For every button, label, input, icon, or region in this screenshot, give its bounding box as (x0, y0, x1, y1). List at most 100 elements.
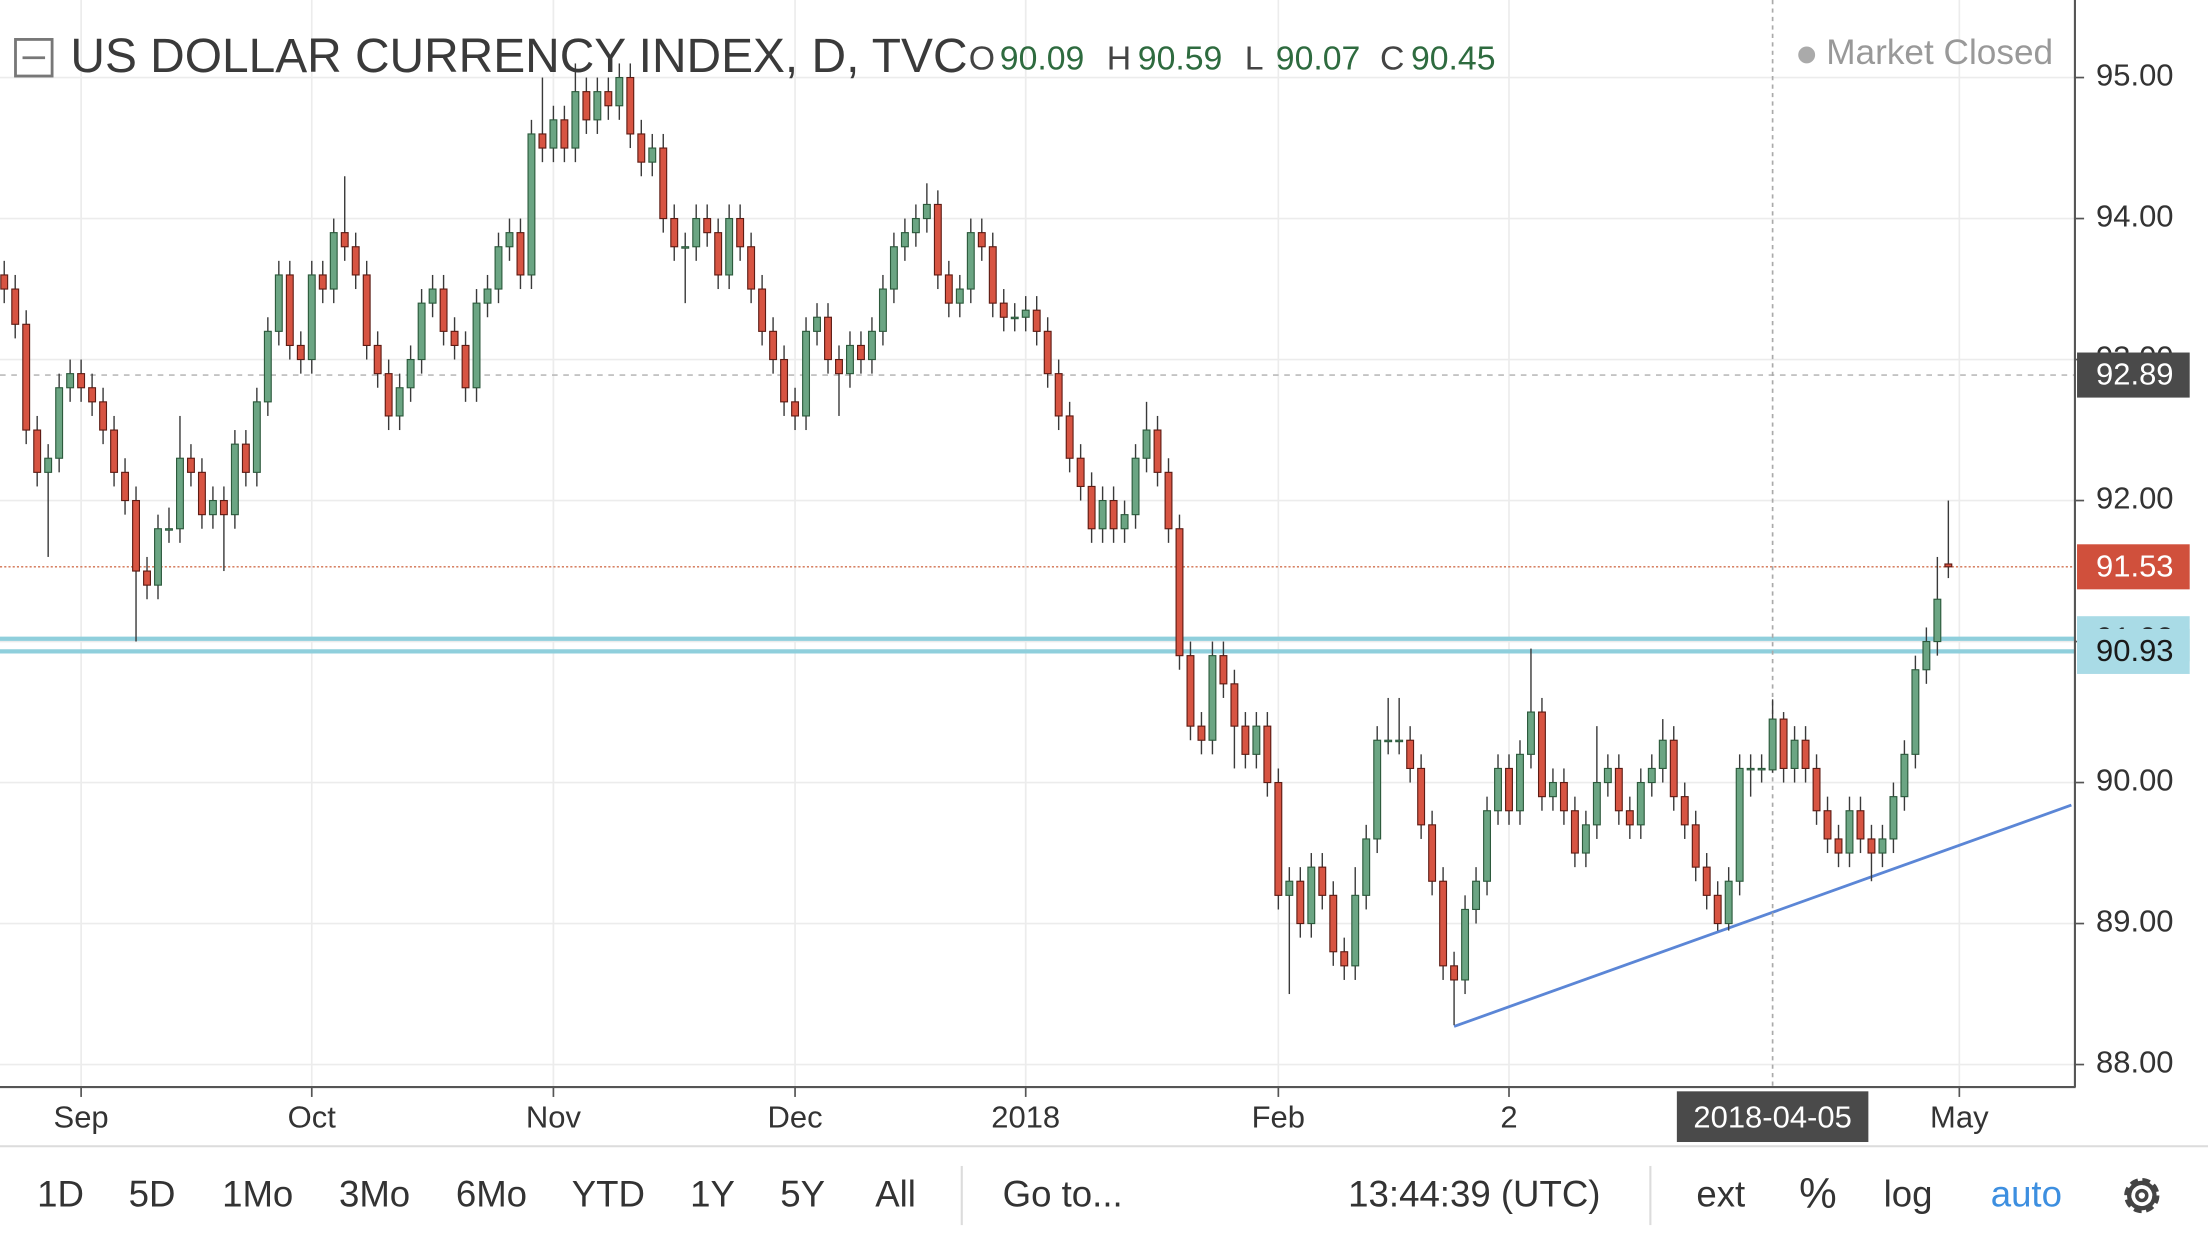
option-button[interactable]: log (1884, 1174, 1933, 1215)
collapse-icon[interactable] (14, 38, 54, 78)
header: US DOLLAR CURRENCY INDEX, D, TVC Market … (14, 30, 2053, 83)
candle-body (758, 288, 767, 332)
candle-body (1197, 725, 1206, 741)
candle-body (1559, 781, 1568, 812)
candle-body (889, 246, 898, 290)
candle-body (1625, 810, 1634, 826)
range-button[interactable]: 1D (37, 1174, 84, 1215)
option-button[interactable]: auto (1991, 1174, 2062, 1215)
candle-body (933, 203, 942, 276)
price-label-box (2077, 628, 2190, 674)
candle-body (252, 401, 261, 473)
candle-body (725, 217, 734, 276)
candle-body (922, 203, 931, 220)
range-button[interactable]: 3Mo (339, 1174, 410, 1215)
candle-body (197, 471, 206, 516)
ohlc-key: C (1380, 39, 1404, 77)
candle-body (1021, 309, 1030, 318)
candle-body (1318, 866, 1327, 896)
ohlc-value: 90.09 (1000, 39, 1085, 77)
candle-body (165, 528, 173, 531)
status-dot (1798, 46, 1816, 64)
candle-body (878, 288, 887, 332)
candle-body (615, 76, 624, 107)
candle-body (1098, 499, 1107, 530)
candle-body (1483, 810, 1492, 882)
candle-body (900, 232, 909, 248)
candle-body (373, 344, 382, 375)
price-label: 90.93 (2096, 633, 2174, 668)
candle-body (1757, 767, 1766, 771)
candle-body (428, 288, 437, 304)
candle-body (1230, 683, 1239, 727)
candle-body (1076, 457, 1085, 488)
candle-body (659, 147, 668, 220)
candle-body (791, 401, 800, 417)
candle-body (230, 443, 239, 516)
candle-body (1691, 824, 1700, 868)
range-button[interactable]: All (875, 1174, 916, 1215)
candle-body (714, 232, 723, 276)
range-button[interactable]: 6Mo (456, 1174, 527, 1215)
ohlc-key: L (1245, 39, 1264, 77)
settings-gear[interactable] (2124, 1177, 2160, 1214)
candle-body (1109, 499, 1118, 530)
candle-body (241, 443, 250, 473)
candle-body (1285, 880, 1294, 896)
candle-body (1911, 669, 1920, 755)
candle-body (604, 91, 613, 107)
price-label-box (2077, 544, 2190, 590)
candle-body (1340, 951, 1349, 967)
candle-body (571, 91, 580, 149)
goto-button[interactable]: Go to... (1003, 1174, 1123, 1215)
candle-body (450, 330, 459, 347)
candle-body (1702, 866, 1711, 896)
candle-body (1933, 598, 1942, 643)
candle-body (483, 288, 492, 304)
candle-body (1801, 739, 1810, 770)
candle-body (1878, 838, 1887, 854)
candle-body (747, 246, 756, 290)
range-button[interactable]: 1Mo (222, 1174, 293, 1215)
chart-title: US DOLLAR CURRENCY INDEX, D, TVC (70, 30, 967, 83)
candle-body (1647, 767, 1656, 784)
range-button[interactable]: YTD (572, 1174, 645, 1215)
candle-body (296, 344, 305, 361)
y-tick-label: 90.00 (2096, 763, 2174, 798)
candle-body (154, 528, 162, 586)
candle-body (1263, 725, 1272, 784)
x-tick-label: Dec (768, 1100, 823, 1135)
candle-body (274, 274, 283, 332)
option-button[interactable]: ext (1696, 1174, 1745, 1215)
candle-body (307, 274, 316, 361)
candle-body (132, 499, 141, 572)
candle-body (692, 217, 701, 248)
candle-body (1537, 711, 1546, 798)
candle-body (626, 76, 635, 135)
candle-body (1153, 429, 1162, 473)
range-button[interactable]: 5Y (780, 1174, 825, 1215)
candle-body (1428, 824, 1437, 882)
candle-body (549, 119, 558, 149)
option-button[interactable]: % (1799, 1170, 1837, 1217)
candle-body (1845, 810, 1854, 854)
candle-body (1823, 810, 1832, 840)
candle-body (769, 330, 778, 361)
candle-body (494, 246, 503, 290)
y-tick-label: 95.00 (2096, 58, 2174, 93)
candle-body (813, 316, 821, 332)
range-button[interactable]: 5D (129, 1174, 176, 1215)
candle-body (362, 274, 371, 347)
x-tick-label: Nov (526, 1100, 582, 1135)
candle-body (1219, 655, 1228, 685)
candle-body (977, 232, 986, 248)
toolbar: 1D 5D 1Mo 3Mo 6Mo YTD 1Y 5Y All Go to... 13:44:39 … (0, 1145, 2208, 1226)
y-tick-label: 88.00 (2096, 1045, 2174, 1080)
candle-body (77, 373, 86, 389)
candle-body (835, 358, 843, 375)
range-button[interactable]: 1Y (690, 1174, 735, 1215)
candle-body (1384, 739, 1393, 743)
candle-body (1900, 753, 1909, 798)
candle-body (505, 232, 514, 248)
candle-body (88, 387, 97, 403)
